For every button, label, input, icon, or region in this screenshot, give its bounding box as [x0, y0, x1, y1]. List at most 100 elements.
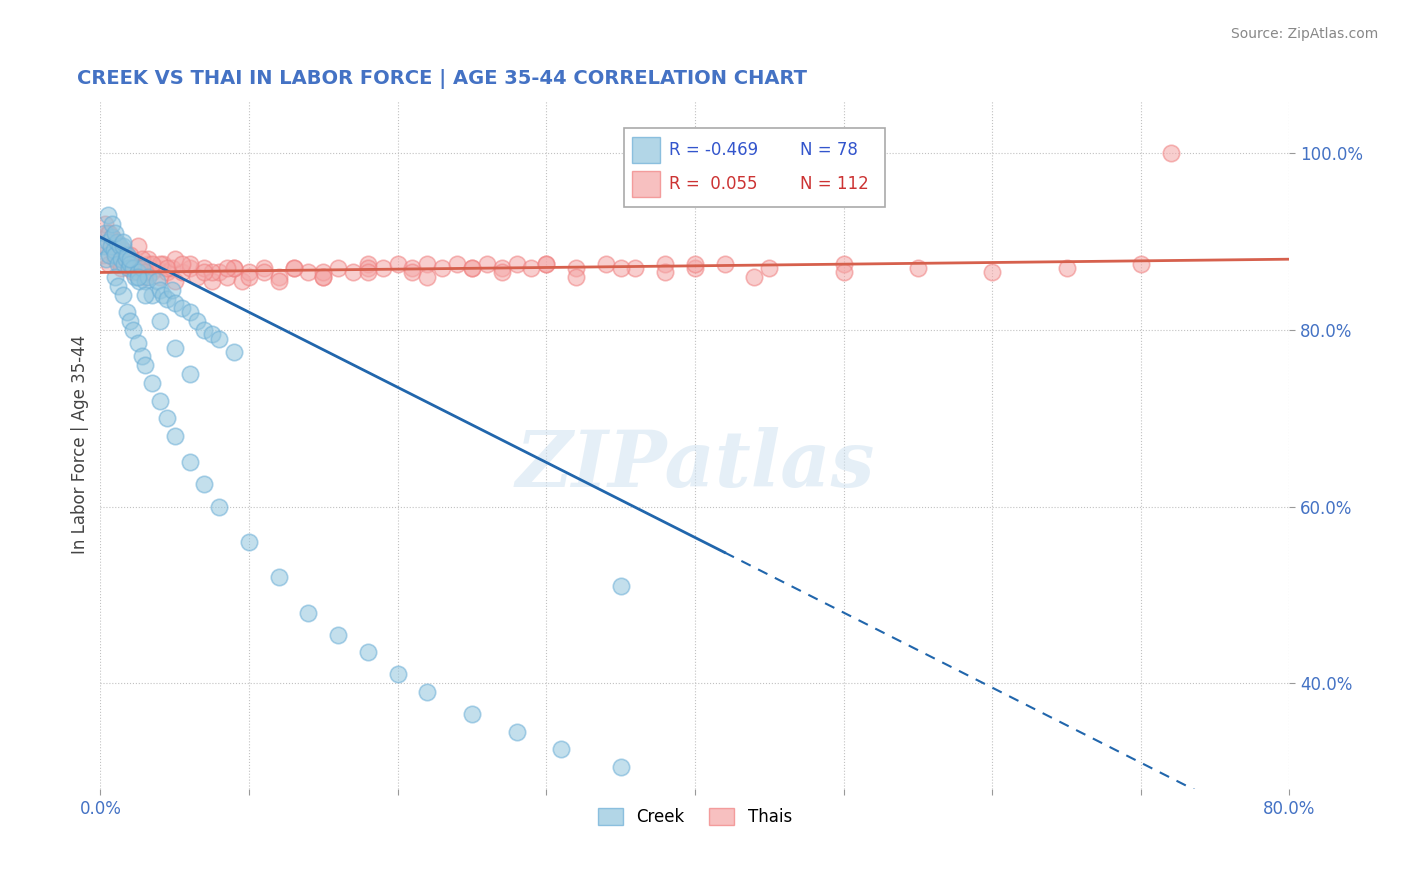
- Point: [253, 260, 276, 275]
- Point: [179, 260, 201, 275]
- Point: [536, 257, 558, 271]
- Point: [253, 265, 276, 279]
- Point: [208, 265, 231, 279]
- Point: [112, 248, 135, 262]
- Point: [907, 260, 929, 275]
- Point: [461, 260, 484, 275]
- Point: [172, 265, 194, 279]
- Point: [134, 287, 156, 301]
- Y-axis label: In Labor Force | Age 35-44: In Labor Force | Age 35-44: [72, 335, 89, 554]
- Point: [179, 455, 201, 469]
- Point: [201, 274, 224, 288]
- Point: [163, 429, 186, 443]
- Point: [103, 239, 125, 253]
- Point: [231, 274, 253, 288]
- Point: [107, 257, 129, 271]
- Point: [491, 260, 513, 275]
- Point: [141, 257, 163, 271]
- Point: [136, 252, 159, 267]
- Point: [141, 265, 163, 279]
- Point: [163, 341, 186, 355]
- Point: [134, 265, 156, 279]
- Point: [149, 257, 172, 271]
- Point: [1129, 257, 1152, 271]
- Point: [238, 269, 260, 284]
- Point: [127, 265, 149, 279]
- Point: [401, 260, 423, 275]
- Point: [179, 305, 201, 319]
- Point: [224, 260, 246, 275]
- Point: [160, 283, 183, 297]
- Point: [215, 269, 238, 284]
- Point: [110, 260, 132, 275]
- FancyBboxPatch shape: [631, 136, 661, 163]
- Point: [141, 376, 163, 390]
- Point: [103, 244, 125, 258]
- Text: Source: ZipAtlas.com: Source: ZipAtlas.com: [1230, 27, 1378, 41]
- Point: [520, 260, 543, 275]
- Point: [105, 235, 128, 249]
- Point: [111, 239, 134, 253]
- Point: [609, 260, 631, 275]
- Point: [981, 265, 1004, 279]
- Point: [172, 301, 194, 315]
- Point: [120, 252, 142, 267]
- FancyBboxPatch shape: [623, 128, 886, 207]
- Point: [156, 260, 179, 275]
- Point: [128, 274, 150, 288]
- Point: [565, 269, 588, 284]
- Point: [131, 260, 153, 275]
- Point: [114, 252, 136, 267]
- Point: [104, 226, 127, 240]
- Point: [416, 269, 439, 284]
- Point: [122, 257, 145, 271]
- FancyBboxPatch shape: [631, 171, 661, 197]
- Point: [107, 278, 129, 293]
- Point: [595, 257, 617, 271]
- Point: [98, 226, 121, 240]
- Point: [146, 260, 169, 275]
- Point: [128, 260, 150, 275]
- Point: [832, 265, 855, 279]
- Point: [609, 760, 631, 774]
- Point: [201, 327, 224, 342]
- Point: [193, 260, 215, 275]
- Point: [654, 257, 676, 271]
- Point: [371, 260, 394, 275]
- Text: N = 78: N = 78: [800, 141, 858, 159]
- Point: [127, 257, 149, 271]
- Point: [115, 248, 138, 262]
- Point: [136, 269, 159, 284]
- Point: [146, 274, 169, 288]
- Point: [342, 265, 364, 279]
- Point: [107, 244, 129, 258]
- Point: [104, 235, 127, 249]
- Point: [179, 367, 201, 381]
- Point: [122, 265, 145, 279]
- Point: [127, 239, 149, 253]
- Point: [156, 292, 179, 306]
- Point: [312, 269, 335, 284]
- Point: [97, 208, 120, 222]
- Text: R =  0.055: R = 0.055: [669, 175, 758, 194]
- Point: [134, 358, 156, 372]
- Point: [101, 230, 124, 244]
- Point: [186, 269, 208, 284]
- Point: [224, 345, 246, 359]
- Point: [94, 217, 117, 231]
- Point: [186, 314, 208, 328]
- Point: [609, 579, 631, 593]
- Point: [758, 260, 780, 275]
- Point: [160, 260, 183, 275]
- Point: [98, 248, 121, 262]
- Point: [172, 257, 194, 271]
- Point: [416, 685, 439, 699]
- Point: [267, 269, 290, 284]
- Point: [115, 248, 138, 262]
- Point: [104, 252, 127, 267]
- Point: [505, 257, 527, 271]
- Point: [297, 606, 319, 620]
- Point: [152, 257, 174, 271]
- Point: [357, 260, 380, 275]
- Point: [104, 269, 127, 284]
